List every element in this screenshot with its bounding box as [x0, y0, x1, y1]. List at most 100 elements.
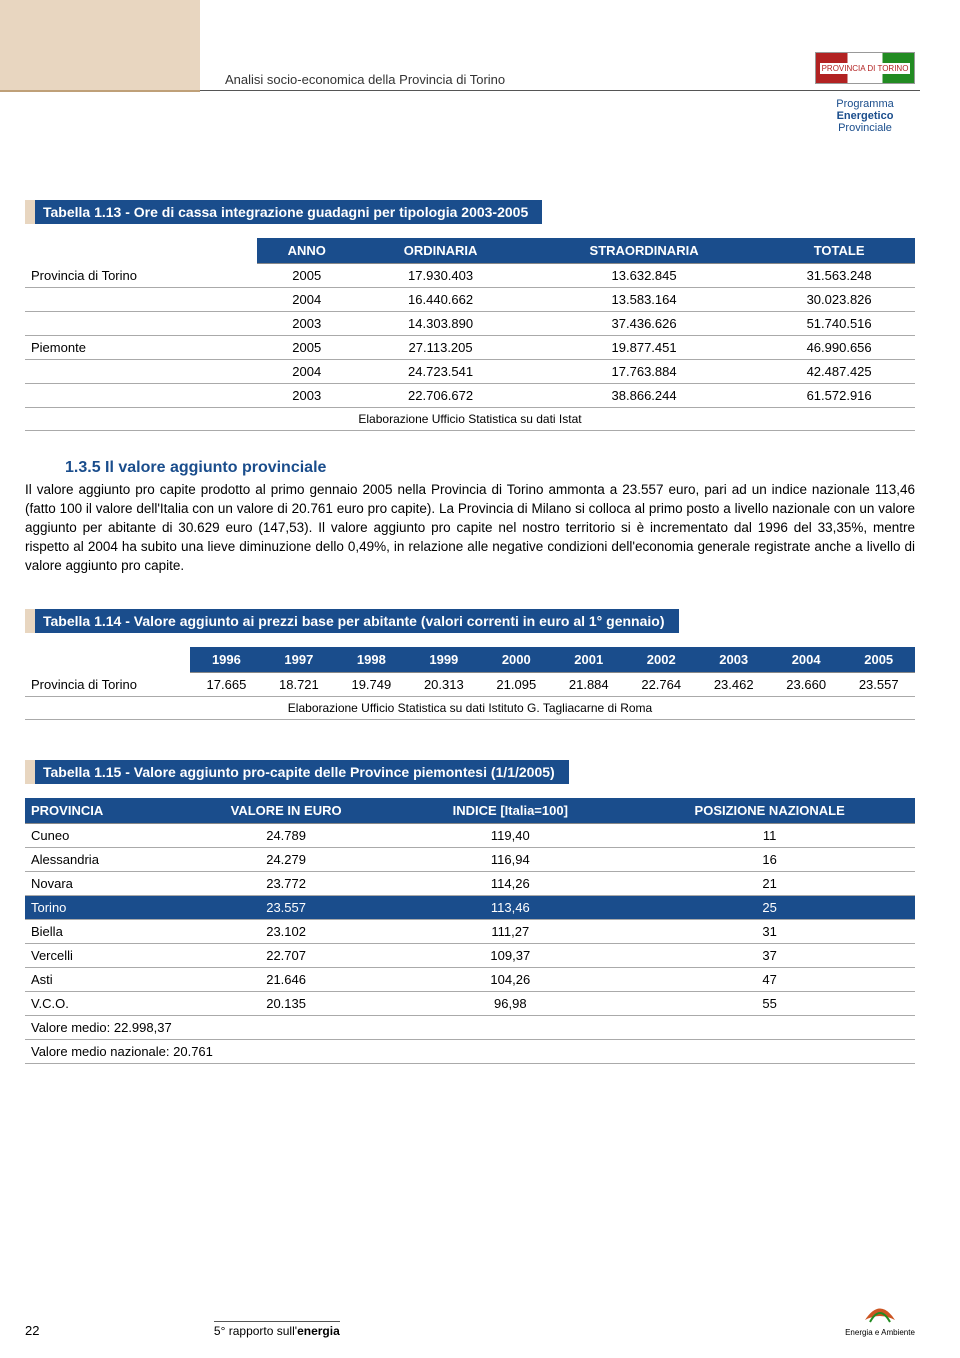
- table-header-cell: POSIZIONE NAZIONALE: [624, 798, 915, 824]
- table-cell: 18.721: [263, 672, 335, 696]
- table-cell: 23.660: [770, 672, 842, 696]
- table-cell: 17.763.884: [525, 360, 763, 384]
- table-cell: 14.303.890: [356, 312, 525, 336]
- table-cell: 25: [624, 895, 915, 919]
- table-row: Torino23.557113,4625: [25, 895, 915, 919]
- table-cell: 51.740.516: [763, 312, 915, 336]
- program-line1: Programma: [815, 98, 915, 110]
- table-1-15-title: Tabella 1.15 - Valore aggiunto pro-capit…: [25, 760, 569, 784]
- table-1-13: ANNOORDINARIASTRAORDINARIATOTALE Provinc…: [25, 238, 915, 431]
- table-row: 200322.706.67238.866.24461.572.916: [25, 384, 915, 408]
- table-header-cell: INDICE [Italia=100]: [396, 798, 624, 824]
- table-1-13-title: Tabella 1.13 - Ore di cassa integrazione…: [25, 200, 542, 224]
- table-cell: 17.665: [190, 672, 262, 696]
- table-cell: 111,27: [396, 919, 624, 943]
- table-cell: 16.440.662: [356, 288, 525, 312]
- program-line2: Energetico: [837, 110, 894, 122]
- section-1-3-5-body: Il valore aggiunto pro capite prodotto a…: [25, 481, 915, 575]
- table-cell: 17.930.403: [356, 264, 525, 288]
- table-cell: 2003: [257, 312, 356, 336]
- table-cell: 55: [624, 991, 915, 1015]
- table-cell: 23.557: [842, 672, 915, 696]
- table-header-cell: 2000: [480, 647, 552, 673]
- program-line3: Provinciale: [815, 122, 915, 134]
- table-header-cell: 2002: [625, 647, 697, 673]
- table-cell: Torino: [25, 895, 176, 919]
- table-cell: 61.572.916: [763, 384, 915, 408]
- table-footer-row: Valore medio: 22.998,37: [25, 1015, 915, 1039]
- table-cell: [25, 360, 257, 384]
- table-row: 200416.440.66213.583.16430.023.826: [25, 288, 915, 312]
- table-cell: 96,98: [396, 991, 624, 1015]
- page: Analisi socio-economica della Provincia …: [0, 0, 960, 1358]
- table-cell: Novara: [25, 871, 176, 895]
- table-cell: 21.646: [176, 967, 396, 991]
- table-source-row: Elaborazione Ufficio Statistica su dati …: [25, 408, 915, 431]
- table-cell: 16: [624, 847, 915, 871]
- table-row: Provincia di Torino200517.930.40313.632.…: [25, 264, 915, 288]
- table-cell: 116,94: [396, 847, 624, 871]
- table-source-cell: Elaborazione Ufficio Statistica su dati …: [25, 408, 915, 431]
- table-cell: 46.990.656: [763, 336, 915, 360]
- left-margin-block: [0, 0, 200, 92]
- table-header-cell: STRAORDINARIA: [525, 238, 763, 264]
- table-cell: Piemonte: [25, 336, 257, 360]
- table-row: Asti21.646104,2647: [25, 967, 915, 991]
- table-cell: 20.135: [176, 991, 396, 1015]
- table-cell: Asti: [25, 967, 176, 991]
- running-header: Analisi socio-economica della Provincia …: [225, 72, 505, 87]
- table-cell: 23.102: [176, 919, 396, 943]
- table-row: 200424.723.54117.763.88442.487.425: [25, 360, 915, 384]
- table-row: Piemonte200527.113.20519.877.45146.990.6…: [25, 336, 915, 360]
- table-cell: 37.436.626: [525, 312, 763, 336]
- table-row: 200314.303.89037.436.62651.740.516: [25, 312, 915, 336]
- table-cell: 104,26: [396, 967, 624, 991]
- report-title: 5° rapporto sull'energia: [214, 1321, 340, 1338]
- table-cell: 31.563.248: [763, 264, 915, 288]
- table-cell: 23.772: [176, 871, 396, 895]
- table-header-cell: ANNO: [257, 238, 356, 264]
- table-row: Biella23.102111,2731: [25, 919, 915, 943]
- table-cell: Provincia di Torino: [25, 264, 257, 288]
- table-cell: 30.023.826: [763, 288, 915, 312]
- table-cell: 24.789: [176, 823, 396, 847]
- table-header-cell: ORDINARIA: [356, 238, 525, 264]
- table-header-cell: 2001: [553, 647, 625, 673]
- table-cell: 11: [624, 823, 915, 847]
- table-1-14-title: Tabella 1.14 - Valore aggiunto ai prezzi…: [25, 609, 679, 633]
- table-cell: 22.707: [176, 943, 396, 967]
- table-cell: [25, 288, 257, 312]
- table-cell: V.C.O.: [25, 991, 176, 1015]
- table-header-cell: [25, 238, 257, 264]
- table-row: Vercelli22.707109,3737: [25, 943, 915, 967]
- table-cell: 2003: [257, 384, 356, 408]
- table-cell: 114,26: [396, 871, 624, 895]
- table-cell: 21: [624, 871, 915, 895]
- programma-energetico-logo: Programma Energetico Provinciale: [815, 98, 915, 134]
- logo-caption: PROVINCIA DI TORINO: [820, 63, 911, 74]
- table-1-14: 1996199719981999200020012002200320042005…: [25, 647, 915, 720]
- table-cell: 21.095: [480, 672, 552, 696]
- report-title-a: 5° rapporto sull': [214, 1324, 297, 1338]
- table-cell: 21.884: [553, 672, 625, 696]
- table-header-cell: 1999: [408, 647, 480, 673]
- table-footer-cell: Valore medio: 22.998,37: [25, 1015, 915, 1039]
- table-cell: 23.557: [176, 895, 396, 919]
- table-cell: 2004: [257, 288, 356, 312]
- table-cell: 113,46: [396, 895, 624, 919]
- main-content: Tabella 1.13 - Ore di cassa integrazione…: [25, 200, 915, 1064]
- table-cell: 19.877.451: [525, 336, 763, 360]
- table-cell: 23.462: [697, 672, 769, 696]
- table-cell: 19.749: [335, 672, 407, 696]
- provincia-torino-logo: PROVINCIA DI TORINO: [815, 52, 915, 84]
- table-row: Provincia di Torino17.66518.72119.74920.…: [25, 672, 915, 696]
- table-header-cell: [25, 647, 190, 673]
- table-cell: 38.866.244: [525, 384, 763, 408]
- table-cell: 2005: [257, 264, 356, 288]
- table-cell: 20.313: [408, 672, 480, 696]
- footer-logo-caption: Energia e Ambiente: [845, 1328, 915, 1337]
- table-header-cell: 2003: [697, 647, 769, 673]
- table-cell: 37: [624, 943, 915, 967]
- table-row: Alessandria24.279116,9416: [25, 847, 915, 871]
- table-row: V.C.O.20.13596,9855: [25, 991, 915, 1015]
